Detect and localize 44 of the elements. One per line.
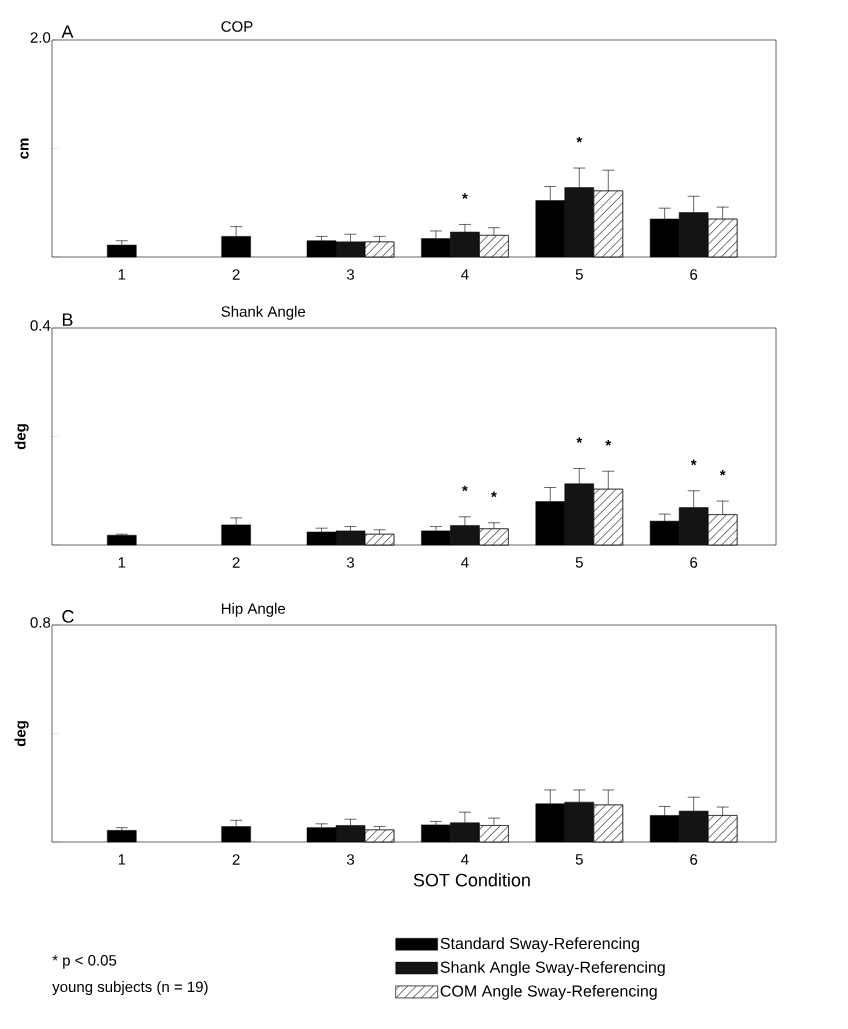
x-tick-label: 1 — [118, 557, 126, 568]
text: * p < 0.05 — [52, 955, 117, 969]
x-tick-label: 2 — [232, 854, 240, 865]
text: young subjects (n = 19) — [52, 981, 208, 996]
x-tick-label: 4 — [461, 269, 469, 280]
x-tick-label: 4 — [461, 557, 469, 568]
x-tick-label: 2 — [232, 557, 240, 568]
x-tick-label: 6 — [690, 854, 698, 865]
annotation: * — [690, 459, 697, 466]
annotation: * — [719, 469, 726, 476]
text: A — [61, 25, 74, 38]
x-tick-label: 2 — [232, 269, 240, 280]
x-tick-label: 3 — [346, 854, 355, 865]
annotation: * — [462, 485, 468, 492]
y-tick-label: 0.4 — [30, 320, 51, 331]
x-tick-label: 6 — [690, 557, 698, 568]
legend-label: Standard Sway-Referencing — [440, 937, 639, 953]
x-tick-label: 6 — [690, 269, 698, 280]
annotation: * — [605, 440, 612, 446]
text: B — [62, 313, 73, 326]
annotation: * — [462, 193, 468, 199]
text: C — [62, 610, 74, 623]
y-tick-label: 2.0 — [30, 32, 51, 43]
x-tick-label: 1 — [118, 854, 126, 865]
legend-label: Shank Angle Sway-Referencing — [440, 961, 665, 977]
y-tick-label: 0.8 — [30, 617, 51, 628]
x-tick-label: 4 — [461, 854, 469, 865]
x-tick-label: 5 — [575, 854, 583, 865]
x-tick-label: 3 — [346, 557, 355, 568]
annotation: * — [576, 136, 583, 143]
x-tick-label: 5 — [575, 269, 583, 280]
chart-title: Shank Angle — [221, 305, 306, 320]
y-axis-title: deg — [14, 424, 29, 450]
x-tick-label: 5 — [575, 557, 583, 568]
x-tick-label: 1 — [118, 269, 126, 280]
x-tick-label: 3 — [346, 269, 355, 280]
chart-title: COP — [221, 21, 253, 32]
annotation: * — [491, 491, 497, 498]
chart-title: Hip Angle — [221, 602, 286, 617]
x-axis-title: SOT Condition — [413, 873, 530, 887]
legend-label: COM Angle Sway-Referencing — [440, 984, 657, 1000]
y-axis-title: deg — [14, 721, 29, 747]
y-axis-title: cm — [20, 138, 29, 159]
annotation: * — [576, 437, 583, 443]
